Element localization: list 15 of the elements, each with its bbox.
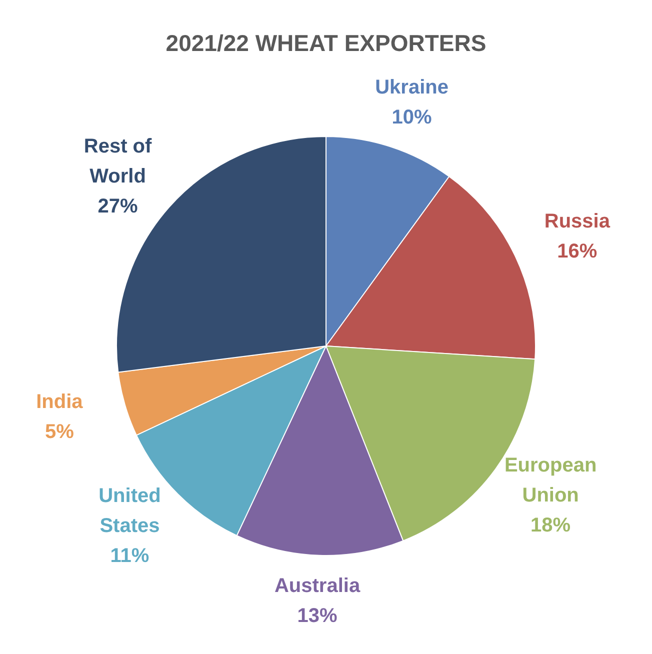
data-label: 10% [392, 106, 432, 128]
slice-label: European Union [504, 454, 597, 507]
data-label: 18% [530, 514, 571, 537]
data-label: 27% [98, 195, 138, 218]
data-label: 13% [297, 604, 338, 627]
data-label: 11% [110, 545, 150, 568]
slice-label: Rest of World [84, 135, 152, 188]
slice-label: United States [98, 485, 161, 538]
chart-title: 2021/22 WHEAT EXPORTERS [164, 29, 488, 58]
data-label: 5% [44, 420, 74, 443]
slice-label: India [36, 390, 84, 413]
slice-label: Russia [544, 210, 611, 233]
data-label: 16% [557, 240, 598, 263]
slice-label: Australia [274, 574, 361, 597]
slice-label: Ukraine [375, 76, 448, 98]
